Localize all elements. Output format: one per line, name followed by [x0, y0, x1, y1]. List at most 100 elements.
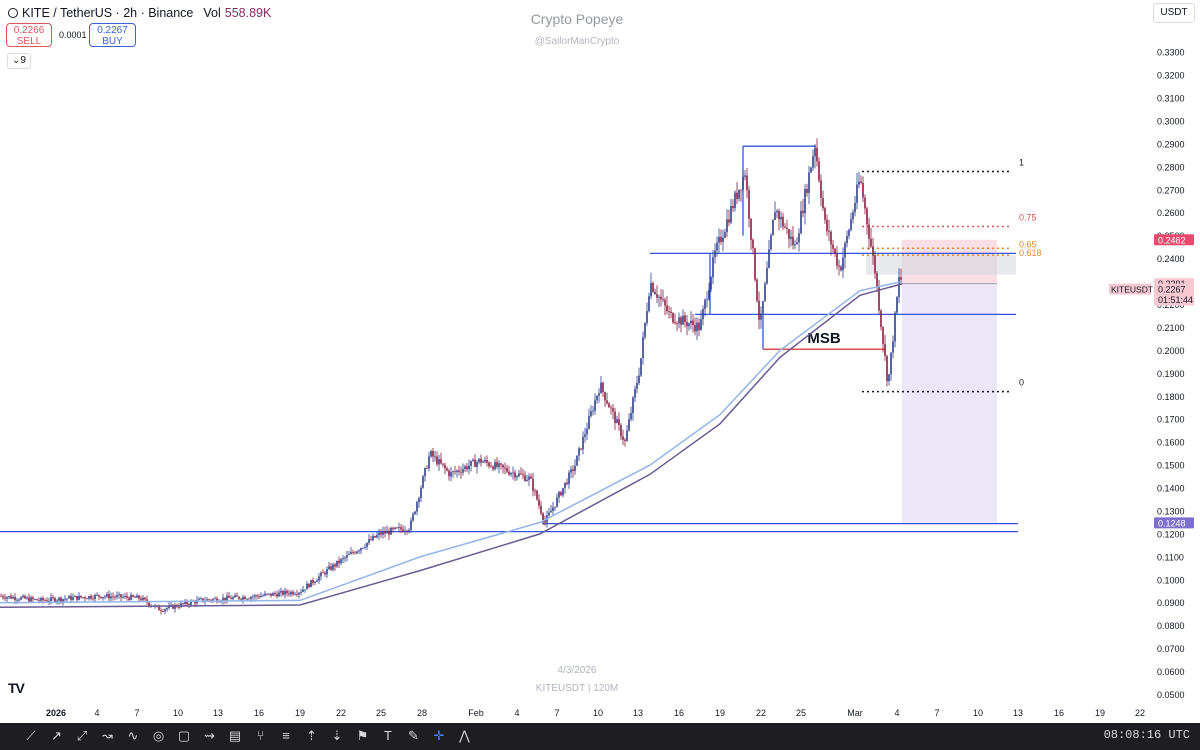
- candle-body: [0, 595, 2, 597]
- candle-body: [228, 595, 230, 598]
- parallel-channel-icon[interactable]: ▤: [228, 728, 242, 743]
- candle-body: [528, 476, 530, 480]
- price-tick-label: 0.1000: [1157, 575, 1185, 585]
- candle-body: [310, 580, 312, 588]
- path-icon[interactable]: ↝: [102, 728, 113, 743]
- candle-body: [52, 597, 54, 599]
- fib-retracement-icon[interactable]: ≡: [282, 728, 290, 743]
- candle-body: [606, 400, 608, 404]
- candle-body: [742, 176, 744, 190]
- candle-body: [166, 608, 168, 610]
- time-tick-label: Feb: [468, 708, 484, 718]
- buy-button[interactable]: 0.2267 BUY: [89, 23, 136, 47]
- candle-body: [500, 463, 502, 465]
- candle-body: [872, 246, 874, 256]
- indicators-count: 9: [20, 55, 26, 66]
- candle-body: [70, 596, 72, 600]
- candle-body: [120, 594, 122, 598]
- candle-body: [340, 559, 342, 564]
- candle-body: [186, 601, 188, 605]
- candle-body: [680, 317, 682, 325]
- time-tick-label: 25: [796, 708, 806, 718]
- candle-body: [662, 299, 664, 301]
- candle-body: [36, 599, 38, 601]
- arrow-path-icon[interactable]: ⇝: [204, 728, 215, 743]
- candle-body: [602, 382, 604, 393]
- long-position-icon[interactable]: ⇡: [306, 728, 317, 743]
- candle-body: [272, 593, 274, 596]
- candle-body: [362, 547, 364, 549]
- symbol-title[interactable]: KITE / TetherUS · 2h · Binance: [22, 6, 194, 20]
- time-tick-label: 16: [254, 708, 264, 718]
- candle-body: [894, 312, 896, 342]
- text-icon[interactable]: T: [384, 728, 392, 743]
- candle-body: [428, 456, 430, 469]
- price-tick-label: 0.2600: [1157, 208, 1185, 218]
- flag-icon[interactable]: ⚑: [356, 728, 369, 743]
- trendline-icon[interactable]: ⟋: [26, 728, 36, 743]
- candle-body: [424, 467, 426, 477]
- candle-body: [762, 301, 764, 314]
- tradingview-logo-icon: TV: [8, 680, 25, 696]
- rectangle-icon[interactable]: ▢: [177, 728, 191, 743]
- candle-body: [364, 546, 366, 548]
- circle-icon[interactable]: ◎: [152, 728, 165, 743]
- candle-body: [358, 550, 360, 552]
- sell-price: 0.2266: [13, 25, 45, 36]
- candle-body: [784, 226, 786, 228]
- candle-body: [148, 602, 150, 606]
- price-tick-label: 0.0900: [1157, 598, 1185, 608]
- candle-body: [214, 598, 216, 600]
- crosshair-icon[interactable]: ✛: [433, 728, 445, 743]
- candle-body: [544, 520, 546, 523]
- candle-body: [256, 595, 258, 597]
- candle-body: [84, 597, 86, 599]
- pitchfork-icon[interactable]: ⑂: [256, 728, 265, 743]
- indicators-toggle[interactable]: ⌄9: [7, 53, 31, 69]
- curve-icon[interactable]: ∿: [127, 728, 139, 743]
- brush-icon[interactable]: ✎: [408, 728, 419, 743]
- moving-average-fast: [0, 280, 903, 604]
- price-tick-label: 0.1400: [1157, 484, 1185, 494]
- candle-body: [758, 300, 760, 320]
- candle-body: [406, 530, 408, 532]
- candle-body: [548, 512, 550, 516]
- candle-body: [874, 255, 876, 274]
- candle-body: [380, 532, 382, 535]
- candle-body: [538, 499, 540, 506]
- price-tick-label: 0.3000: [1157, 116, 1185, 126]
- utc-clock[interactable]: 08:08:16 UTC: [1103, 728, 1190, 742]
- candle-body: [402, 529, 404, 532]
- candle-body: [848, 229, 850, 236]
- candle-body: [324, 572, 326, 575]
- candle-body: [672, 313, 674, 323]
- candle-body: [376, 535, 378, 538]
- watermark-symbol: KITEUSDT | 120M: [536, 683, 618, 694]
- candle-body: [50, 597, 52, 601]
- candle-body: [780, 216, 782, 220]
- currency-button[interactable]: USDT: [1153, 3, 1195, 23]
- candle-body: [360, 548, 362, 551]
- candle-body: [610, 407, 612, 409]
- candle-body: [472, 459, 474, 461]
- price-tag-label: 0.2267: [1158, 285, 1186, 295]
- candle-body: [560, 492, 562, 496]
- ray-icon[interactable]: ↗: [51, 728, 62, 743]
- candle-body: [884, 343, 886, 356]
- candle-body: [512, 472, 514, 474]
- candle-body: [286, 590, 288, 594]
- sell-button[interactable]: 0.2266 SELL: [6, 23, 52, 47]
- candle-body: [88, 596, 90, 599]
- extended-line-icon[interactable]: ⤢: [76, 728, 88, 743]
- chevron-down-icon: ⌄: [12, 55, 21, 66]
- candle-body: [178, 606, 180, 608]
- grey-zone: [866, 255, 1016, 275]
- candle-body: [420, 487, 422, 498]
- time-tick-label: 22: [336, 708, 346, 718]
- zigzag-icon[interactable]: ⋀: [459, 728, 470, 743]
- short-position-icon[interactable]: ⇣: [331, 728, 343, 743]
- candle-body: [168, 605, 170, 609]
- candle-body: [796, 242, 798, 245]
- candle-body: [774, 212, 776, 220]
